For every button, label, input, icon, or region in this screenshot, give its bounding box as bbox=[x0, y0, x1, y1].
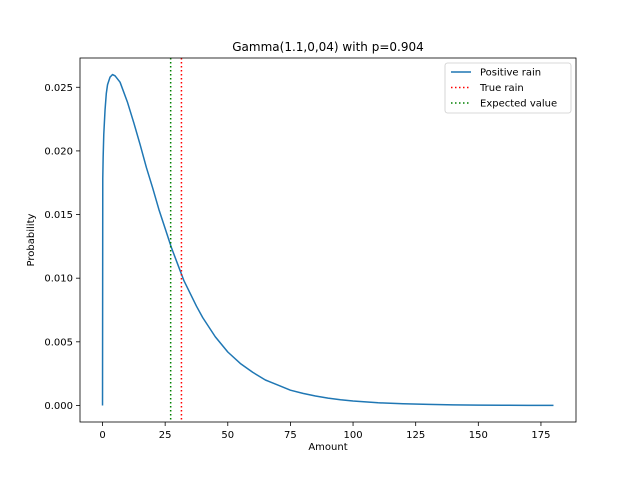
x-tick-label: 50 bbox=[221, 430, 234, 441]
x-tick-label: 150 bbox=[469, 430, 488, 441]
legend-box bbox=[444, 62, 572, 114]
x-tick-label: 175 bbox=[531, 430, 550, 441]
y-tick-label: 0.015 bbox=[44, 210, 73, 221]
y-tick-label: 0.005 bbox=[44, 337, 73, 348]
plot-layer bbox=[101, 58, 554, 422]
x-tick-label: 75 bbox=[284, 430, 297, 441]
legend-label: Expected value bbox=[480, 99, 557, 110]
y-tick-label: 0.025 bbox=[44, 83, 73, 94]
x-axis-label: Amount bbox=[308, 442, 347, 453]
y-tick-label: 0.000 bbox=[44, 401, 73, 412]
legend: Positive rain True rain Expected value bbox=[444, 62, 572, 114]
legend-label: True rain bbox=[479, 83, 524, 94]
x-tick-label: 25 bbox=[159, 430, 172, 441]
ticks-layer: 0 25 50 75 100 125 150 175 0.000 0.005 0.010 0.015 0… bbox=[44, 83, 550, 441]
plot-frame bbox=[79, 57, 577, 423]
y-tick-label: 0.020 bbox=[44, 146, 73, 157]
x-tick-label: 0 bbox=[99, 430, 105, 441]
legend-label: Positive rain bbox=[480, 68, 541, 79]
y-tick-label: 0.010 bbox=[44, 274, 73, 285]
x-tick-label: 125 bbox=[406, 430, 425, 441]
chart-title: Gamma(1.1,0,04) with p=0.904 bbox=[232, 40, 423, 54]
series-line-positive-rain bbox=[101, 73, 554, 407]
y-axis-label: Probability bbox=[26, 213, 37, 266]
x-tick-label: 100 bbox=[344, 430, 363, 441]
